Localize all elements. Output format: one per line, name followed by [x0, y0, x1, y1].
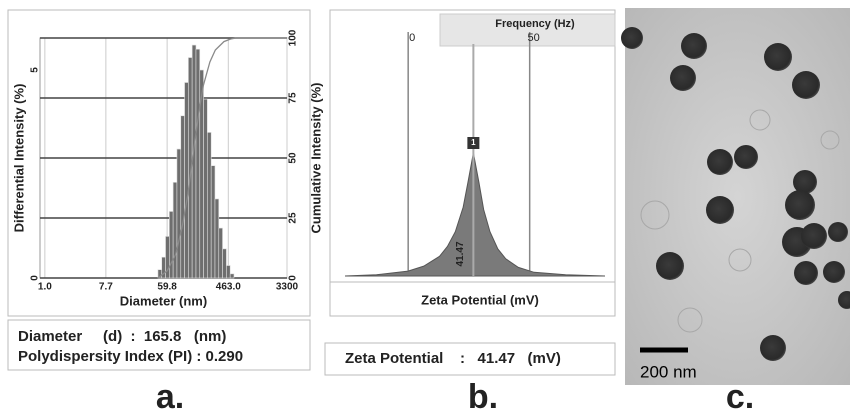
y-tick-label: 5: [30, 67, 41, 73]
y-tick-label: 0: [30, 275, 41, 281]
x-tick-label: 59.8: [157, 282, 177, 293]
zeta-label-box: [329, 281, 616, 317]
histogram-bar: [203, 98, 208, 279]
histogram-bar: [180, 115, 185, 279]
zeta-area: [344, 152, 606, 277]
y-axis-label: Differential Intensity (%): [11, 84, 26, 233]
histogram-bar: [195, 48, 201, 279]
histogram-bar: [172, 182, 178, 279]
histogram-bar: [226, 265, 231, 279]
x2-tick-label: 50: [528, 32, 540, 44]
histogram-bar: [210, 165, 216, 279]
histogram-bar: [169, 211, 174, 279]
histogram-bar: [222, 248, 227, 279]
peak-marker-label: 1: [471, 138, 476, 147]
x-tick-label: 3300: [276, 282, 299, 293]
x-axis-label: Zeta Potential (mV): [421, 292, 539, 307]
y2-tick-label: 0: [288, 275, 299, 281]
y2-tick-label: 100: [288, 29, 299, 46]
x-tick-label: 463.0: [216, 282, 241, 293]
x-axis-label: Diameter (nm): [120, 293, 207, 308]
y2-tick-label: 75: [288, 92, 299, 104]
histogram-bar: [229, 273, 235, 279]
histogram-bar: [214, 198, 220, 279]
summary-a-line: Polydispersity Index (PI) : 0.290: [18, 348, 243, 365]
y2-tick-label: 25: [288, 212, 299, 224]
peak-marker: [467, 137, 480, 149]
histogram-bar: [218, 227, 223, 279]
histogram-bar: [207, 132, 212, 279]
panel-label: b.: [468, 378, 498, 412]
summary-a-box: [7, 319, 311, 371]
panel-label: c.: [726, 378, 754, 412]
x-tick-label: 1.0: [38, 282, 52, 293]
x-tick-label: 7.7: [99, 282, 113, 293]
frequency-header: [439, 13, 616, 47]
summary-a-line: Diameter (d) : 165.8 (nm): [18, 328, 226, 345]
x2-tick-label: 0: [409, 32, 415, 44]
panel-label: a.: [156, 378, 184, 412]
scale-bar-label: 200 nm: [640, 362, 697, 381]
histogram-bar: [184, 82, 189, 279]
summary-b: Zeta Potential : 41.47 (mV): [345, 350, 561, 367]
tem-image: 200 nm: [621, 8, 850, 385]
x2-axis-label: Frequency (Hz): [495, 18, 575, 30]
y2-tick-label: 50: [288, 152, 299, 164]
peak-value-label: 41.47: [455, 241, 466, 266]
y2-axis-label: Cumulative Intensity (%): [308, 83, 323, 234]
summary-b-box: [324, 342, 616, 376]
cumulative-line: [157, 37, 287, 279]
histogram-bar: [176, 148, 182, 279]
